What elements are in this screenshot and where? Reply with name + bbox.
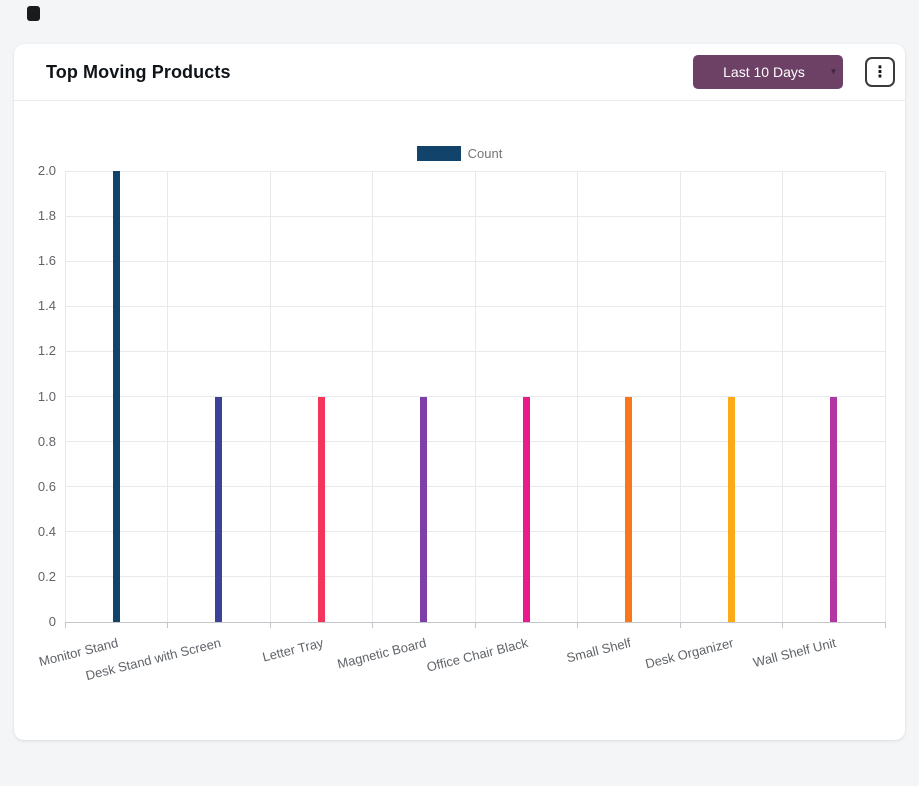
axis-tick xyxy=(372,622,373,628)
gridline xyxy=(474,171,476,622)
card-header: Top Moving Products Last 10 Days ▾ ⋮ xyxy=(14,44,905,101)
axis-tick xyxy=(64,622,66,628)
axis-tick xyxy=(269,622,271,628)
bar[interactable] xyxy=(522,396,530,622)
y-axis-tick-label: 1.8 xyxy=(37,208,56,224)
y-axis-tick-label: 1.2 xyxy=(37,343,56,359)
bar[interactable] xyxy=(727,396,735,622)
axis-tick xyxy=(167,622,168,628)
y-axis-tick-label: 0 xyxy=(48,614,56,629)
card-body: 0 0.2 0.4 0.6 0.8 1.0 1.2 1.4 1.6 1.8 2.0 Monitor S… xyxy=(14,101,905,740)
gridline xyxy=(679,171,681,622)
bar[interactable] xyxy=(317,396,325,622)
card-title: Top Moving Products xyxy=(46,61,231,82)
axis-tick xyxy=(577,622,578,628)
y-axis-tick-label: 1.6 xyxy=(37,253,56,269)
date-range-dropdown[interactable]: Last 10 Days ▾ xyxy=(693,55,843,89)
axis-tick xyxy=(782,622,783,628)
y-axis-tick-label: 2.0 xyxy=(37,163,56,178)
chart-legend[interactable]: Count xyxy=(14,146,905,161)
top-left-artifact xyxy=(27,6,40,21)
x-axis-label: Small Shelf xyxy=(564,635,633,666)
bar[interactable] xyxy=(830,396,838,622)
top-moving-products-card: Top Moving Products Last 10 Days ▾ ⋮ 0 0.… xyxy=(14,44,905,740)
bar[interactable] xyxy=(625,396,633,622)
axis-tick xyxy=(884,622,886,628)
y-axis-tick-label: 0.8 xyxy=(37,433,56,449)
gridline xyxy=(577,171,578,622)
y-axis-tick-label: 0.4 xyxy=(37,523,56,539)
y-axis-tick-label: 0.6 xyxy=(37,478,56,494)
axis-tick xyxy=(679,622,681,628)
bar-chart: 0 0.2 0.4 0.6 0.8 1.0 1.2 1.4 1.6 1.8 2.0 Monitor S… xyxy=(14,101,905,740)
x-axis-label: Magnetic Board xyxy=(335,635,428,672)
chevron-down-icon: ▾ xyxy=(830,66,836,78)
gridline xyxy=(64,171,66,622)
y-axis-tick-label: 1.4 xyxy=(37,298,56,314)
gridline xyxy=(884,171,886,622)
bar[interactable] xyxy=(215,396,223,622)
gridline xyxy=(167,171,168,622)
bar[interactable] xyxy=(112,171,120,622)
x-axis-label: Office Chair Black xyxy=(425,635,530,675)
y-axis-tick-label: 1.0 xyxy=(37,388,56,404)
y-axis-tick-label: 0.2 xyxy=(37,568,56,584)
date-range-label: Last 10 Days xyxy=(723,64,805,80)
kebab-icon: ⋮ xyxy=(872,62,888,81)
legend-label: Count xyxy=(467,146,503,161)
x-axis-label: Desk Organizer xyxy=(643,635,735,672)
bar[interactable] xyxy=(420,396,428,622)
axis-tick xyxy=(474,622,476,628)
x-axis-label: Letter Tray xyxy=(260,635,325,665)
legend-swatch xyxy=(416,146,461,161)
gridline xyxy=(372,171,373,622)
header-controls: Last 10 Days ▾ ⋮ xyxy=(693,55,895,89)
x-axis-label: Wall Shelf Unit xyxy=(751,635,838,671)
kebab-menu-button[interactable]: ⋮ xyxy=(865,57,895,87)
gridline xyxy=(269,171,271,622)
gridline xyxy=(782,171,783,622)
